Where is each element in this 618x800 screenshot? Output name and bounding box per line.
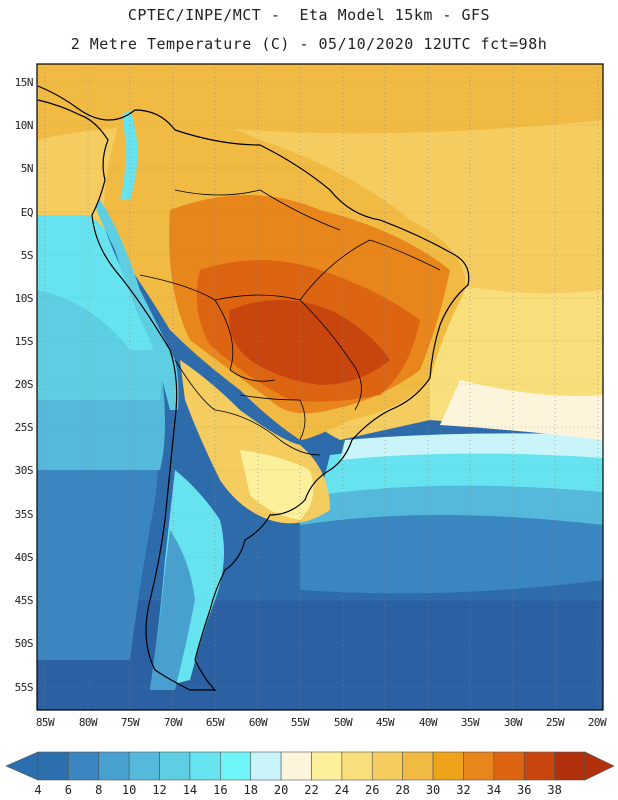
colorbar-tick-label: 18	[243, 783, 258, 797]
lat-label-5s: 5S	[20, 249, 34, 262]
lat-label-25s: 25S	[14, 421, 34, 434]
lat-label-20s: 20S	[14, 378, 34, 391]
lon-label-60w: 60W	[248, 716, 268, 729]
colorbar-cell	[220, 751, 252, 781]
lat-label-eq: EQ	[20, 206, 34, 219]
lon-label-30w: 30W	[503, 716, 523, 729]
lon-label-65w: 65W	[205, 716, 225, 729]
colorbar	[5, 751, 615, 781]
colorbar-tick-label: 4	[34, 783, 42, 797]
lon-label-50w: 50W	[333, 716, 353, 729]
lat-label-50s: 50S	[14, 637, 34, 650]
colorbar-cell	[68, 751, 100, 781]
colorbar-tick-label: 22	[304, 783, 319, 797]
lon-label-70w: 70W	[163, 716, 183, 729]
colorbar-cell	[189, 751, 221, 781]
lon-label-25w: 25W	[545, 716, 565, 729]
lat-label-10s: 10S	[14, 292, 34, 305]
lat-label-15n: 15N	[14, 76, 34, 89]
lat-label-30s: 30S	[14, 464, 34, 477]
lon-label-80w: 80W	[78, 716, 98, 729]
lon-label-35w: 35W	[460, 716, 480, 729]
colorbar-tick-label: 24	[334, 783, 350, 797]
temperature-field	[37, 64, 603, 710]
colorbar-cell	[463, 751, 495, 781]
colorbar-tick-label: 26	[365, 783, 380, 797]
colorbar-cell	[128, 751, 160, 781]
colorbar-cells	[5, 751, 615, 781]
colorbar-tick-label: 20	[273, 783, 289, 797]
colorbar-tick-label: 30	[425, 783, 441, 797]
colorbar-cell	[159, 751, 191, 781]
lon-label-75w: 75W	[120, 716, 140, 729]
colorbar-cell	[493, 751, 525, 781]
lon-label-55w: 55W	[290, 716, 310, 729]
colorbar-tick-label: 34	[486, 783, 502, 797]
lon-label-40w: 40W	[418, 716, 438, 729]
colorbar-cell	[280, 751, 312, 781]
lat-label-35s: 35S	[14, 508, 34, 521]
colorbar-cell	[341, 751, 373, 781]
colorbar-tick-label: 28	[395, 783, 410, 797]
colorbar-tick-label: 14	[182, 783, 198, 797]
lon-label-45w: 45W	[375, 716, 395, 729]
colorbar-tick-label: 8	[95, 783, 103, 797]
colorbar-min-arrow	[5, 751, 39, 781]
colorbar-cell	[371, 751, 403, 781]
coastline	[37, 85, 470, 691]
colorbar-max-arrow	[584, 751, 615, 781]
colorbar-cell	[98, 751, 130, 781]
colorbar-cell	[250, 751, 282, 781]
colorbar-cell	[402, 751, 434, 781]
colorbar-tick-label: 38	[547, 783, 562, 797]
lon-label-85w: 85W	[35, 716, 55, 729]
colorbar-tick-label: 6	[64, 783, 72, 797]
chart-title-line-1: CPTEC/INPE/MCT - Eta Model 15km - GFS	[127, 6, 491, 24]
lat-label-40s: 40S	[14, 551, 34, 564]
colorbar-cell	[37, 751, 69, 781]
lat-label-10n: 10N	[14, 119, 34, 132]
temperature-map	[36, 63, 604, 711]
colorbar-tick-label: 12	[152, 783, 167, 797]
colorbar-cell	[554, 751, 586, 781]
colorbar-tick-label: 36	[516, 783, 532, 797]
colorbar-tick-label: 32	[456, 783, 471, 797]
chart-title-line-2: 2 Metre Temperature (C) - 05/10/2020 12U…	[70, 35, 548, 53]
colorbar-cell	[311, 751, 343, 781]
lat-label-15s: 15S	[14, 335, 34, 348]
map-frame	[36, 63, 604, 711]
lat-label-5n: 5N	[20, 162, 34, 175]
colorbar-tick-label: 10	[121, 783, 137, 797]
lat-label-45s: 45S	[14, 594, 34, 607]
colorbar-tick-label: 16	[213, 783, 228, 797]
colorbar-cell	[432, 751, 464, 781]
lat-label-55s: 55S	[14, 681, 34, 694]
colorbar-cell	[523, 751, 555, 781]
lon-label-20w: 20W	[587, 716, 607, 729]
